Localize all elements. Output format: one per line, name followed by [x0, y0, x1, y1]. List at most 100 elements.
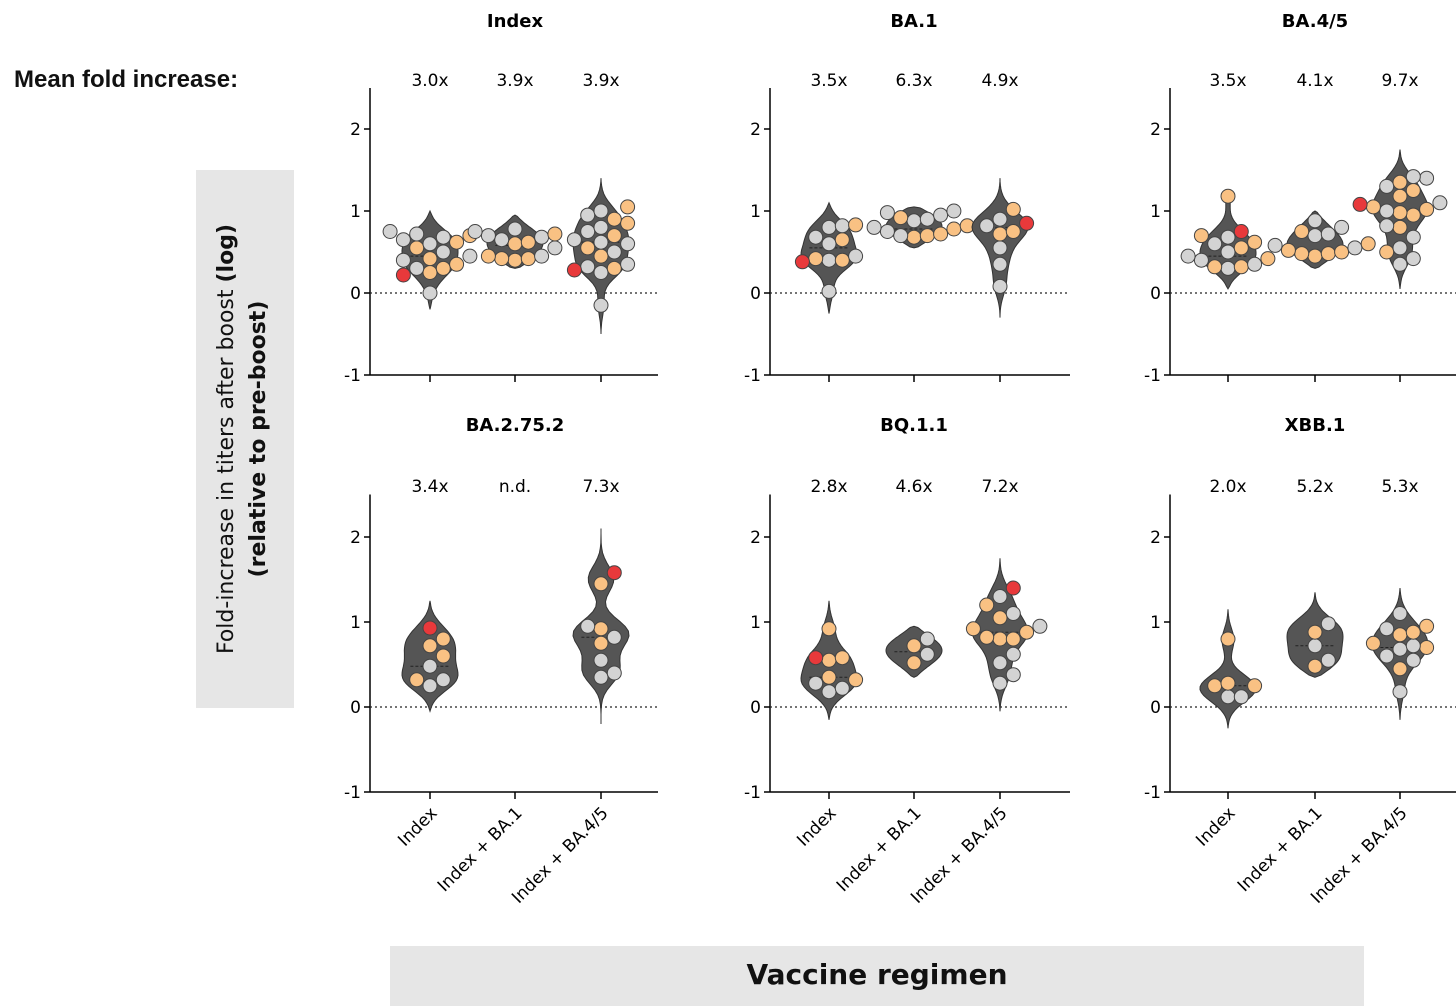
data-point [422, 658, 438, 674]
data-point [422, 236, 438, 252]
panel-title: BA.1 [890, 11, 937, 32]
y-tick-label: -1 [344, 366, 361, 386]
y-tick-label: 0 [750, 284, 761, 304]
y-tick-label: 0 [350, 698, 361, 718]
data-point [1307, 213, 1323, 229]
data-point [992, 655, 1008, 671]
data-point [893, 228, 909, 244]
data-point [821, 684, 837, 700]
data-point [435, 244, 451, 260]
data-point [435, 229, 451, 245]
data-point [1379, 244, 1395, 260]
violin-shape [1199, 609, 1257, 729]
data-point [435, 648, 451, 664]
data-point [449, 256, 465, 272]
data-point [1365, 635, 1381, 651]
data-point [1405, 183, 1421, 198]
category-label: Index [1192, 803, 1239, 850]
panel-title: Index [487, 11, 544, 32]
panel-2: BA.4/5 3.5x 4.1x 9.7x -1 0 1 2 [1144, 11, 1456, 386]
y-tick-label: 2 [750, 528, 761, 548]
data-point [808, 650, 824, 666]
y-tick-label: 2 [750, 120, 761, 140]
data-point [992, 226, 1008, 242]
panel-title: BA.4/5 [1282, 11, 1348, 32]
x-axis-label: Vaccine regimen [746, 958, 1008, 991]
data-point [992, 256, 1008, 272]
data-point [1320, 246, 1336, 262]
data-point [593, 248, 609, 264]
data-point [821, 621, 837, 637]
data-point [534, 248, 550, 264]
data-point [919, 646, 935, 662]
data-point [1294, 246, 1310, 262]
data-point [1405, 624, 1421, 640]
data-point [866, 219, 882, 235]
data-point [480, 228, 496, 244]
data-point [1005, 224, 1021, 239]
data-point [1419, 201, 1435, 217]
data-point [1392, 661, 1408, 677]
data-point [1260, 251, 1276, 267]
data-point [992, 631, 1008, 647]
data-point [1005, 646, 1021, 662]
data-point [1233, 689, 1249, 705]
data-point [1392, 684, 1408, 700]
data-point [1419, 170, 1435, 186]
data-point [821, 252, 837, 268]
y-tick-label: 2 [350, 120, 361, 140]
data-point [580, 618, 596, 634]
data-point [1247, 256, 1263, 272]
data-point [933, 226, 949, 242]
data-point [547, 240, 563, 256]
data-point [808, 251, 824, 267]
data-point [879, 224, 895, 239]
data-point [593, 652, 609, 668]
data-point [1405, 251, 1421, 267]
data-point [382, 224, 398, 239]
data-point [1220, 260, 1236, 276]
data-point [593, 576, 609, 592]
data-point [449, 234, 465, 250]
data-point [1392, 219, 1408, 235]
data-point [906, 638, 922, 654]
y-axis-label-box [196, 170, 294, 708]
data-point [593, 234, 609, 250]
fold-label: 2.0x [1209, 477, 1246, 497]
data-point [1193, 228, 1209, 244]
data-point [834, 680, 850, 696]
data-point [1307, 624, 1323, 640]
data-point [1352, 196, 1368, 212]
fold-label: 5.2x [1296, 477, 1333, 497]
category-label: Index + BA.1 [434, 803, 527, 896]
data-point [1320, 652, 1336, 668]
data-point [422, 620, 438, 636]
data-point [834, 218, 850, 234]
data-point [906, 213, 922, 229]
data-point [566, 232, 582, 248]
panel-title: BQ.1.1 [880, 415, 948, 436]
data-point [1233, 240, 1249, 256]
data-point [395, 267, 411, 283]
y-tick-label: 0 [350, 284, 361, 304]
data-point [422, 638, 438, 654]
data-point [1392, 606, 1408, 621]
data-point [467, 224, 483, 239]
panel-1: BA.1 3.5x 6.3x 4.9x -1 0 1 2 [744, 11, 1070, 386]
fold-label: 3.5x [810, 71, 847, 91]
data-point [848, 248, 864, 264]
y-tick-label: 1 [1150, 613, 1161, 633]
data-point [1207, 236, 1223, 252]
data-point [992, 211, 1008, 227]
category-label: Index + BA.1 [833, 803, 926, 896]
data-point [606, 629, 622, 645]
data-point [1220, 675, 1236, 691]
data-point [1280, 242, 1296, 258]
data-point [1405, 652, 1421, 668]
data-point [1334, 244, 1350, 260]
data-point [534, 229, 550, 245]
data-point [1005, 580, 1021, 596]
data-point [1334, 219, 1350, 235]
data-point [1320, 616, 1336, 632]
